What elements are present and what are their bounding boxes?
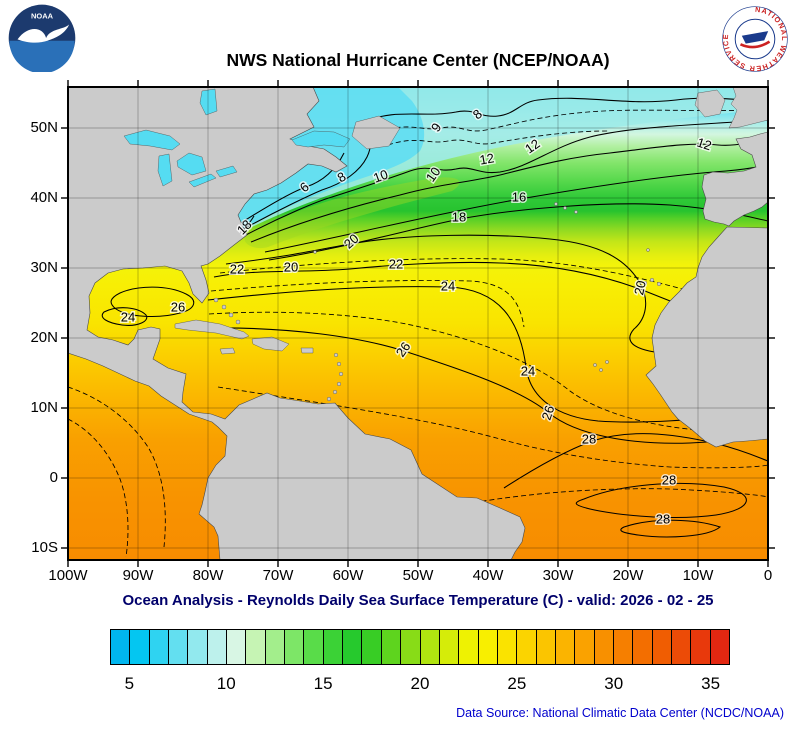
page-title: NWS National Hurricane Center (NCEP/NOAA… [226,50,610,70]
lat-tick-label: 20N [30,329,58,346]
lon-tick-label: 10W [682,567,714,584]
colorbar-tick-label: 10 [216,674,236,693]
colorbar-segment [536,630,556,664]
colorbar-segment [323,630,344,664]
colorbar-segment [633,630,653,664]
colorbar-segment [497,630,518,664]
contour-label: 20 [284,259,298,274]
colorbar-segment [710,630,729,664]
contour-label: 20 [631,279,649,296]
contour-label: 24 [121,309,135,324]
colorbar-segment [420,630,440,664]
colorbar-segment [401,630,421,664]
colorbar-segment [207,630,228,664]
lat-tick-label: 50N [30,119,58,136]
contour-label: 26 [171,299,185,314]
map-caption: Ocean Analysis - Reynolds Daily Sea Surf… [122,592,714,609]
islands [174,87,768,402]
lon-tick-label: 40W [472,567,504,584]
lat-tick-label: 40N [30,189,58,206]
colorbar-segment [517,630,537,664]
lakes [123,88,351,188]
lat-tick-label: 10N [30,399,58,416]
lon-tick-label: 20W [612,567,644,584]
axis-ticks [61,80,775,567]
colorbar-tick-label: 20 [410,674,430,693]
colorbar-tick-label: 15 [313,674,333,693]
gulf-stream-tongue [244,177,460,249]
colorbar-segment [478,630,498,664]
lon-tick-label: 100W [48,567,88,584]
land-americas [68,87,526,560]
lon-tick-label: 30W [542,567,574,584]
lat-tick-label: 30N [30,259,58,276]
contour-label: 12 [478,150,495,167]
contour-label: 22 [230,261,244,276]
data-source-note: Data Source: National Climatic Data Cent… [456,706,784,720]
colorbar-tick-labels: 5 10 15 20 25 30 35 [110,674,730,698]
lon-tick-label: 60W [332,567,364,584]
colorbar-tick-label: 35 [701,674,721,693]
sst-contours [68,97,768,558]
colorbar-segment [691,630,711,664]
nws-map-icon [741,31,769,44]
land-africa [645,226,768,448]
colorbar-segment [111,630,131,664]
contour-label: 28 [656,511,670,526]
colorbar-segment [439,630,460,664]
contour-label: 12 [695,135,713,154]
colorbar-segment [671,630,692,664]
lon-tick-label: 0 [763,567,773,584]
colorbar-segment [652,630,672,664]
contour-label: 24 [441,278,455,293]
colorbar-segment [613,630,634,664]
contour-label: 28 [582,431,596,446]
colorbar-segment [343,630,363,664]
contour-label: 24 [521,363,535,378]
land-europe [701,131,768,227]
colorbar-tick-label: 5 [124,674,135,693]
colorbar-segment [459,630,479,664]
colorbar-segment [362,630,382,664]
lon-tick-label: 70W [262,567,294,584]
contour-label: 28 [662,472,676,487]
colorbar-segment [265,630,286,664]
colorbar-tick-label: 30 [604,674,624,693]
nws-logo: NATIONAL WEATHER SERVICE [722,6,788,72]
contour-label: 22 [389,256,403,271]
colorbar-segment [304,630,324,664]
colorbar-tick-label: 25 [507,674,527,693]
lon-tick-label: 50W [402,567,434,584]
contour-label: 18 [452,209,466,224]
lat-tick-label: 0 [49,469,58,486]
colorbar-segment [555,630,576,664]
colorbar-segment [246,630,266,664]
colorbar-segment [169,630,189,664]
colorbar-segment [575,630,595,664]
gridlines [68,87,768,560]
temperature-colorbar [110,629,730,665]
noaa-logo: NOAA [8,4,76,72]
noaa-gull-icon [17,24,70,43]
colorbar-segment [285,630,305,664]
colorbar-segment [188,630,208,664]
colorbar-segment [381,630,402,664]
lat-tick-label: 10S [31,539,58,556]
nws-swoosh-icon [739,40,771,49]
contour-label: 16 [512,189,526,204]
contour-label: 26 [539,403,558,421]
contour-label: 10 [371,166,390,185]
noaa-logo-text: NOAA [31,11,54,20]
colorbar-segment [130,630,150,664]
colorbar-segment [594,630,614,664]
colorbar-segment [149,630,170,664]
lon-tick-label: 80W [192,567,224,584]
colorbar-segment [227,630,247,664]
lon-tick-label: 90W [122,567,154,584]
